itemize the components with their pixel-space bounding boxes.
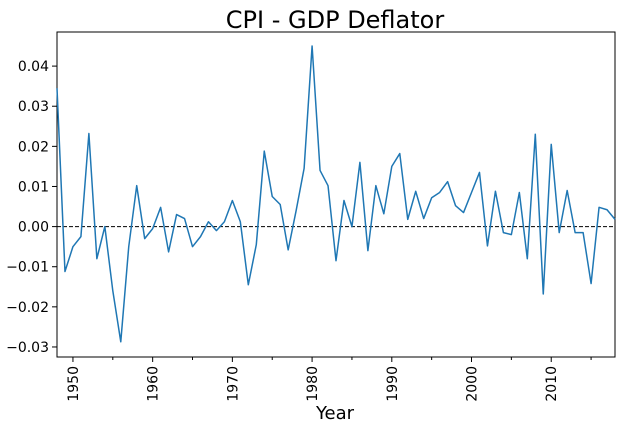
y-tick-label: 0.04 (18, 59, 49, 75)
series-line (56, 45, 616, 343)
x-tick-label: 1980 (305, 366, 321, 402)
y-tick-label: −0.03 (6, 340, 49, 356)
x-axis: 1950 1960 1970 1980 1990 2000 2010 (66, 357, 592, 402)
y-tick-label: 0.02 (18, 139, 49, 155)
plot-area-frame (56, 31, 616, 358)
x-tick-label: 1950 (66, 366, 82, 402)
x-tick-label: 1960 (146, 366, 162, 402)
y-axis: −0.03 −0.02 −0.01 0.00 0.01 0.02 0.03 0.04 (6, 59, 57, 356)
chart-title: CPI - GDP Deflator (226, 6, 445, 34)
x-axis-label: Year (315, 403, 355, 424)
y-tick-label: −0.01 (6, 260, 49, 276)
x-tick-label: 1970 (225, 366, 241, 402)
y-tick-label: 0.00 (18, 220, 49, 236)
y-tick-label: 0.03 (18, 99, 49, 115)
y-tick-label: 0.01 (18, 179, 49, 195)
y-tick-label: −0.02 (6, 300, 49, 316)
x-tick-label: 2010 (544, 366, 560, 402)
x-tick-label: 1990 (385, 366, 401, 402)
x-tick-label: 2000 (465, 366, 481, 402)
